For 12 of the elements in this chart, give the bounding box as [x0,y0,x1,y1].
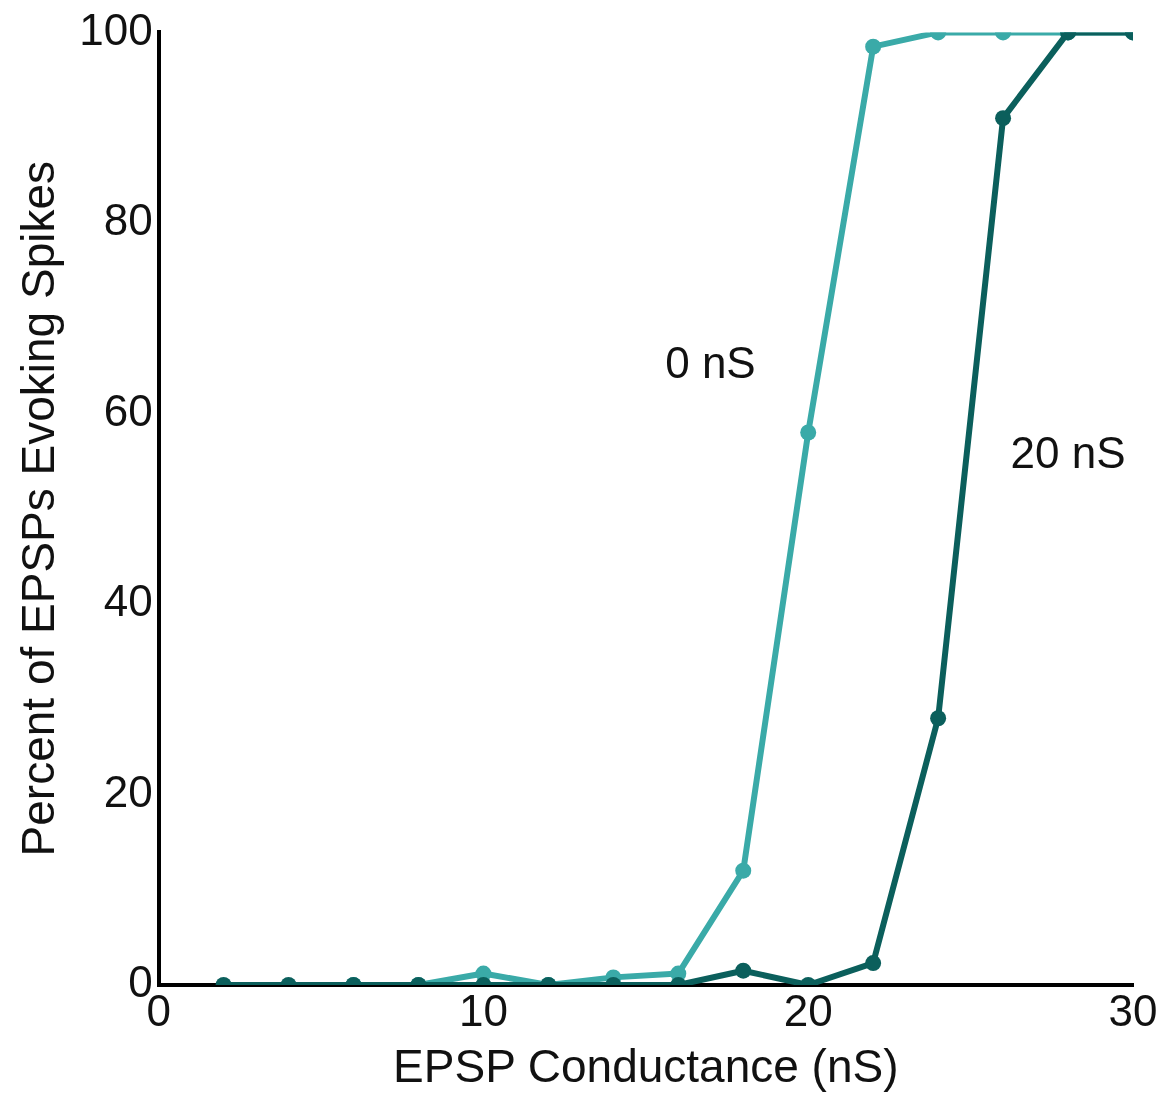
series-label: 0 nS [665,337,756,387]
y-tick-label: 20 [103,766,153,816]
x-axis-title: EPSP Conductance (nS) [393,1040,899,1093]
y-tick-label: 80 [103,195,153,245]
series-label: 20 nS [1010,428,1126,478]
y-tick-label: 100 [79,4,153,54]
x-tick-label: 30 [1108,985,1158,1035]
y-axis-title: Percent of EPSPs Evoking Spikes [12,160,65,857]
x-tick-label: 10 [458,985,508,1035]
y-tick-label: 60 [103,385,153,435]
y-tick-label: 40 [103,576,153,626]
x-tick-label: 20 [783,985,833,1035]
